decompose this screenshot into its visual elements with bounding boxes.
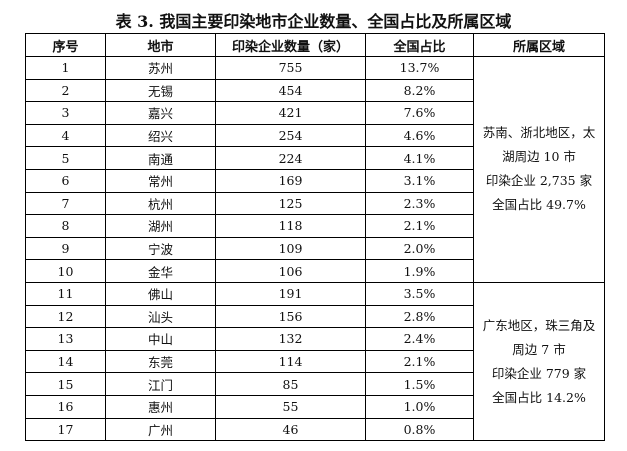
share-cell: 13.7%	[365, 56, 474, 80]
city-cell: 东莞	[105, 349, 216, 374]
count-cell: 755	[215, 56, 366, 80]
share-cell: 0.8%	[365, 417, 474, 442]
rank-cell: 16	[25, 394, 106, 419]
count-cell: 156	[215, 304, 366, 329]
city-cell: 宁波	[105, 236, 216, 261]
count-cell: 421	[215, 101, 366, 125]
city-cell: 嘉兴	[105, 101, 216, 125]
rank-cell: 6	[25, 168, 106, 193]
count-cell: 454	[215, 78, 366, 103]
rank-cell: 17	[25, 417, 106, 442]
data-table: 序号 地市 印染企业数量（家） 全国占比 所属区域 1 苏州 755 13.7% 苏南、浙北地区…	[25, 33, 605, 442]
share-cell: 4.1%	[365, 146, 474, 170]
region-cell: 苏南、浙北地区，太 湖周边 10 市印染企业 2,735 家全国占比 49.7%	[473, 56, 605, 283]
share-cell: 3.1%	[365, 168, 474, 193]
table-row: 12 汕头 156 2.8%	[25, 304, 605, 329]
column-header: 印染企业数量（家）	[215, 33, 366, 57]
table-row: 11 佛山 191 3.5% 广东地区，珠三角及 周边 7 市印染企业 779 家全国占比…	[25, 281, 605, 442]
table-row: 13 中山 132 2.4%	[25, 327, 605, 351]
city-cell: 杭州	[105, 191, 216, 216]
count-cell: 224	[215, 146, 366, 170]
count-cell: 125	[215, 191, 366, 216]
rank-cell: 8	[25, 214, 106, 238]
column-header: 地市	[105, 33, 216, 57]
city-cell: 湖州	[105, 214, 216, 238]
column-header: 序号	[25, 33, 106, 57]
table-row: 9 宁波 109 2.0%	[25, 236, 605, 261]
rank-cell: 5	[25, 146, 106, 170]
city-cell: 金华	[105, 259, 216, 283]
share-cell: 2.1%	[365, 349, 474, 374]
city-cell: 惠州	[105, 394, 216, 419]
region-line: 广东地区，珠三角及	[482, 317, 596, 333]
region-line: 湖周边 10 市	[502, 149, 576, 165]
city-cell: 常州	[105, 168, 216, 193]
city-cell: 无锡	[105, 78, 216, 103]
city-cell: 广州	[105, 417, 216, 442]
share-cell: 2.8%	[365, 304, 474, 329]
city-cell: 江门	[105, 372, 216, 396]
count-cell: 109	[215, 236, 366, 261]
share-cell: 2.1%	[365, 214, 474, 238]
share-cell: 2.0%	[365, 236, 474, 261]
rank-cell: 7	[25, 191, 106, 216]
table-row: 1 苏州 755 13.7% 苏南、浙北地区，太 湖周边 10 市印染企业 2,735 家…	[25, 56, 605, 283]
table-row: 17 广州 46 0.8%	[25, 417, 605, 442]
rank-cell: 13	[25, 327, 106, 351]
city-cell: 中山	[105, 327, 216, 351]
rank-cell: 10	[25, 259, 106, 283]
rank-cell: 9	[25, 236, 106, 261]
share-cell: 3.5%	[365, 281, 474, 306]
rank-cell: 2	[25, 78, 106, 103]
count-cell: 46	[215, 417, 366, 442]
count-cell: 132	[215, 327, 366, 351]
share-cell: 1.5%	[365, 372, 474, 396]
city-cell: 绍兴	[105, 123, 216, 148]
count-cell: 114	[215, 349, 366, 374]
column-header: 全国占比	[365, 33, 474, 57]
share-cell: 8.2%	[365, 78, 474, 103]
city-cell: 佛山	[105, 281, 216, 306]
share-cell: 1.9%	[365, 259, 474, 283]
header-row: 序号 地市 印染企业数量（家） 全国占比 所属区域	[25, 33, 605, 57]
region-line: 印染企业 2,735 家	[485, 173, 593, 189]
share-cell: 7.6%	[365, 101, 474, 125]
rank-cell: 12	[25, 304, 106, 329]
rank-cell: 11	[25, 281, 106, 306]
city-cell: 汕头	[105, 304, 216, 329]
column-header: 所属区域	[473, 33, 605, 57]
region-line: 周边 7 市	[512, 341, 566, 357]
region-cell: 广东地区，珠三角及 周边 7 市印染企业 779 家全国占比 14.2%	[473, 281, 605, 442]
count-cell: 254	[215, 123, 366, 148]
count-cell: 191	[215, 281, 366, 306]
region-line: 印染企业 779 家	[491, 365, 587, 381]
rank-cell: 4	[25, 123, 106, 148]
table-row: 5 南通 224 4.1%	[25, 146, 605, 170]
city-cell: 苏州	[105, 56, 216, 80]
region-line: 全国占比 49.7%	[492, 197, 586, 213]
count-cell: 106	[215, 259, 366, 283]
table-row: 10 金华 106 1.9%	[25, 259, 605, 283]
share-cell: 2.3%	[365, 191, 474, 216]
rank-cell: 1	[25, 56, 106, 80]
count-cell: 169	[215, 168, 366, 193]
table-row: 15 江门 85 1.5%	[25, 372, 605, 396]
rank-cell: 15	[25, 372, 106, 396]
table-row: 8 湖州 118 2.1%	[25, 214, 605, 238]
count-cell: 118	[215, 214, 366, 238]
table-title: 表 3. 我国主要印染地市企业数量、全国占比及所属区域	[115, 12, 512, 31]
share-cell: 4.6%	[365, 123, 474, 148]
count-cell: 85	[215, 372, 366, 396]
region-line: 全国占比 14.2%	[492, 389, 586, 405]
share-cell: 2.4%	[365, 327, 474, 351]
region-line: 苏南、浙北地区，太	[482, 125, 596, 141]
rank-cell: 3	[25, 101, 106, 125]
count-cell: 55	[215, 394, 366, 419]
share-cell: 1.0%	[365, 394, 474, 419]
rank-cell: 14	[25, 349, 106, 374]
city-cell: 南通	[105, 146, 216, 170]
